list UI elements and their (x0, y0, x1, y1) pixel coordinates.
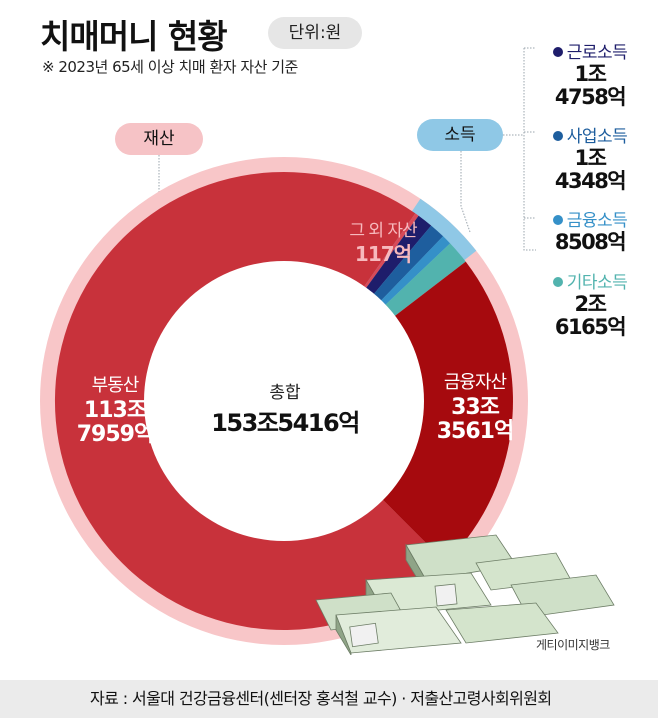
legend-item-financial-income: 금융소득 8508억 (530, 206, 650, 254)
money-pile-image (315, 534, 615, 655)
source-footer: 자료 : 서울대 건강금융센터(센터장 홍석철 교수) · 저출산고령사회위원회 (0, 680, 658, 718)
image-credit: 게티이미지뱅크 (536, 638, 610, 652)
other-assets-name: 그 외 자산 (349, 221, 417, 241)
asset-group-pill: 재산 (115, 123, 203, 155)
financial-assets-label: 금융자산 33조 3561억 (420, 373, 530, 444)
total-label: 총합 153조5416억 (190, 378, 380, 438)
real-estate-name: 부동산 (91, 375, 140, 396)
source-text: 자료 : 서울대 건강금융센터(센터장 홍석철 교수) · 저출산고령사회위원회 (90, 689, 552, 708)
income-group-pill: 소득 (417, 119, 503, 151)
donut-hole (144, 261, 424, 541)
legend-value-2: 8508억 (554, 230, 627, 254)
chart-title: 치매머니 현황 (40, 17, 228, 56)
legend-dot-icon (552, 47, 563, 57)
legend-item-labor-income: 근로소득 1조 4758억 (530, 38, 650, 109)
financial-assets-value-2: 3561억 (436, 419, 514, 445)
total-name: 총합 (269, 383, 301, 403)
total-value: 153조5416억 (211, 409, 360, 437)
other-assets-value: 117억 (354, 242, 412, 267)
legend-name: 사업소득 (566, 127, 628, 147)
real-estate-value-2: 7959억 (76, 422, 154, 448)
legend-name: 금융소득 (566, 211, 628, 231)
legend-dot-icon (552, 215, 563, 225)
unit-badge: 단위:원 (268, 17, 362, 49)
legend-value-2: 4758억 (554, 85, 627, 110)
legend-item-business-income: 사업소득 1조 4348억 (530, 122, 650, 193)
legend-name: 기타소득 (566, 273, 628, 293)
real-estate-value-1: 113조 (83, 398, 147, 424)
legend-value-1: 1조 (574, 62, 607, 86)
legend-value-2: 4348억 (554, 169, 627, 194)
legend-dot-icon (552, 277, 563, 287)
legend-name: 근로소득 (566, 43, 628, 63)
other-assets-label: 그 외 자산 117억 (328, 222, 438, 266)
financial-assets-value-1: 33조 (451, 395, 500, 421)
financial-assets-name: 금융자산 (443, 372, 507, 393)
legend-item-other-income: 기타소득 2조 6165억 (530, 268, 650, 339)
real-estate-label: 부동산 113조 7959억 (60, 376, 170, 447)
legend-dot-icon (552, 131, 563, 141)
legend-value-1: 2조 (574, 292, 607, 316)
chart-subtitle: ※ 2023년 65세 이상 치매 환자 자산 기준 (42, 58, 298, 76)
legend-value-2: 6165억 (554, 315, 627, 340)
legend-value-1: 1조 (574, 146, 607, 170)
